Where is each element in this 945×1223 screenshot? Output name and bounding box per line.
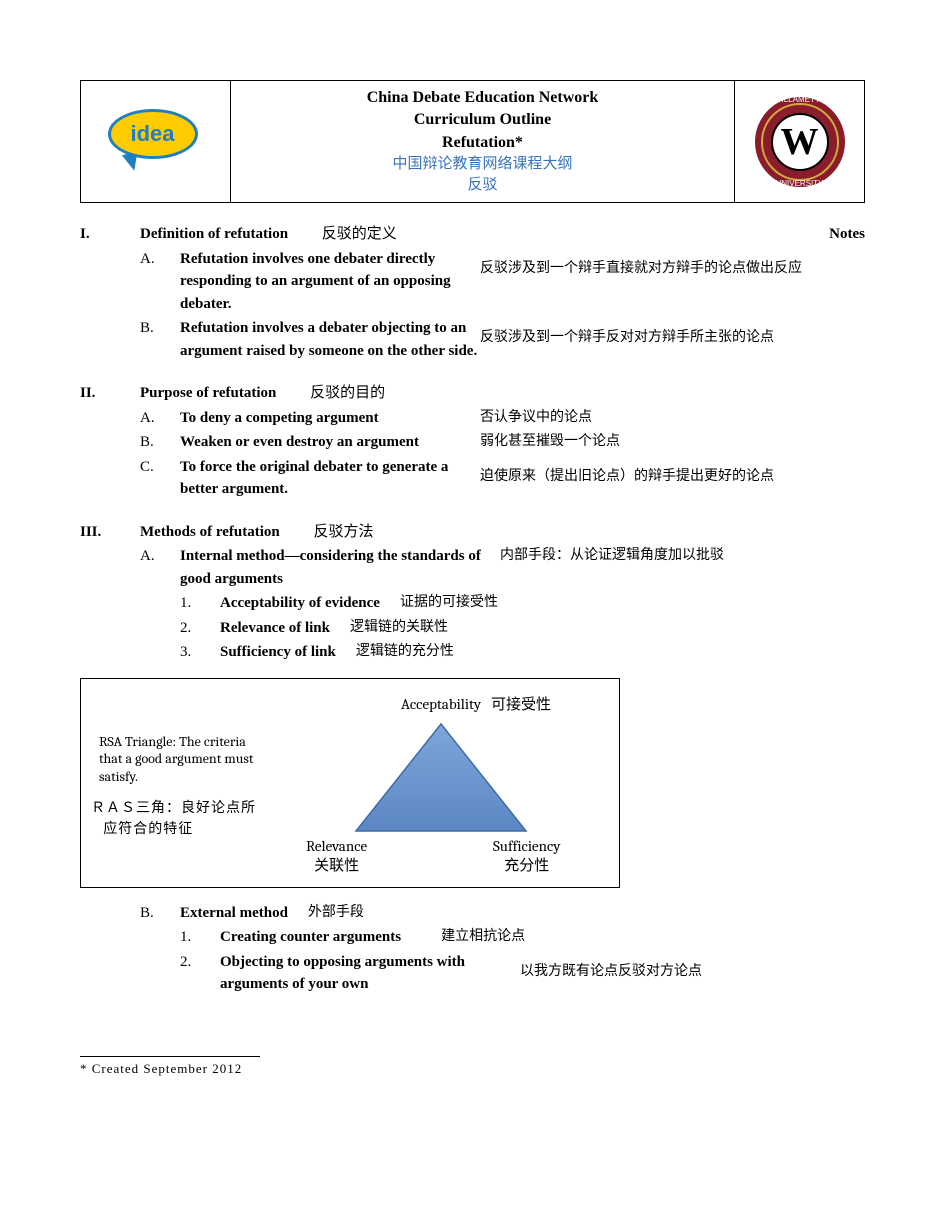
header-title-cn2: 反驳 [241, 175, 724, 196]
triangle-caption-cn: ＲＡＳ三角：良好论点所 应符合的特征 [91, 797, 281, 839]
footnote-text: * Created September 2012 [80, 1061, 865, 1077]
section-3a-en: Internal method—considering the standard… [180, 545, 500, 590]
section-3a1-cn: 证据的可接受性 [400, 592, 498, 613]
section-3b1-cn: 建立相抗论点 [441, 926, 525, 947]
section-2a-cn: 否认争议中的论点 [480, 407, 865, 428]
num-3b2: 2. [180, 951, 220, 974]
triangle-shape [351, 721, 531, 836]
section-3b-sub1: 1. Creating counter arguments 建立相抗论点 [80, 926, 865, 949]
section-3a3-cn: 逻辑链的充分性 [356, 641, 454, 662]
page: idea China Debate Education Network Curr… [0, 0, 945, 1117]
outline-body: I. Definition of refutation 反驳的定义 Notes … [80, 223, 865, 996]
triangle-caption-en: RSA Triangle: The criteria that a good a… [99, 733, 259, 786]
section-3b-en: External method [180, 902, 288, 925]
section-3a2-cn: 逻辑链的关联性 [350, 617, 448, 638]
section-3b2-cn: 以我方既有论点反驳对方论点 [520, 951, 865, 982]
triangle-bl-cn: 关联性 [314, 856, 359, 874]
section-3a2-en: Relevance of link [220, 617, 330, 640]
letter-3a: A. [140, 545, 180, 568]
triangle-top-cn: 可接受性 [491, 695, 551, 713]
idea-logo: idea [96, 107, 216, 177]
triangle-top-en: Acceptability [401, 695, 481, 713]
letter-3b: B. [140, 902, 180, 925]
section-3a-sub3: 3. Sufficiency of link 逻辑链的充分性 [80, 641, 865, 664]
section-1-item-a: A. Refutation involves one debater direc… [80, 248, 865, 316]
section-3b-cn: 外部手段 [308, 902, 364, 923]
section-2-title-cn: 反驳的目的 [310, 385, 385, 401]
header-title-line2: Curriculum Outline [241, 109, 724, 131]
section-1-item-b: B. Refutation involves a debater objecti… [80, 317, 865, 362]
willamette-letter: W [781, 120, 819, 164]
num-3a3: 3. [180, 641, 220, 664]
section-3a3-en: Sufficiency of link [220, 641, 336, 664]
section-2b-cn: 弱化甚至摧毁一个论点 [480, 431, 865, 452]
section-3-title-en: Methods of refutation [140, 524, 280, 540]
section-1-title-cn: 反驳的定义 [322, 226, 397, 242]
rsa-triangle-diagram: Acceptability 可接受性 RSA Triangle: The cri… [80, 678, 620, 888]
header-title-line1: China Debate Education Network [241, 87, 724, 109]
letter-1a: A. [140, 248, 180, 271]
section-2-item-c: C. To force the original debater to gene… [80, 456, 865, 501]
section-1a-cn: 反驳涉及到一个辩手直接就对方辩手的论点做出反应 [480, 248, 865, 279]
willamette-bottom-text: UNIVERSITY [755, 179, 845, 188]
willamette-logo: WILLAMETTE W UNIVERSITY [755, 97, 845, 187]
num-3b1: 1. [180, 926, 220, 949]
section-3a-sub2: 2. Relevance of link 逻辑链的关联性 [80, 617, 865, 640]
letter-1b: B. [140, 317, 180, 340]
header-title-cn1: 中国辩论教育网络课程大纲 [241, 154, 724, 175]
section-1b-en: Refutation involves a debater objecting … [180, 317, 480, 362]
section-3a-sub1: 1. Acceptability of evidence 证据的可接受性 [80, 592, 865, 615]
section-2-heading: II. Purpose of refutation 反驳的目的 [80, 382, 865, 405]
section-1-heading: I. Definition of refutation 反驳的定义 Notes [80, 223, 865, 246]
section-2-item-b: B. Weaken or even destroy an argument 弱化… [80, 431, 865, 454]
triangle-br-label: Sufficiency 充分性 [493, 837, 561, 876]
section-2-item-a: A. To deny a competing argument 否认争议中的论点 [80, 407, 865, 430]
letter-2c: C. [140, 456, 180, 479]
section-1-title-en: Definition of refutation [140, 226, 288, 242]
section-3-heading: III. Methods of refutation 反驳方法 [80, 521, 865, 544]
footnote-rule [80, 1056, 260, 1057]
section-3a-cn: 内部手段：从论证逻辑角度加以批驳 [500, 545, 865, 566]
section-1b-cn: 反驳涉及到一个辩手反对对方辩手所主张的论点 [480, 317, 865, 348]
section-3-item-b: B. External method 外部手段 [80, 902, 865, 925]
triangle-top-label: Acceptability 可接受性 [401, 693, 551, 716]
triangle-br-cn: 充分性 [504, 856, 549, 874]
roman-3: III. [80, 521, 140, 544]
roman-2: II. [80, 382, 140, 405]
section-3b1-en: Creating counter arguments [220, 926, 401, 949]
letter-2b: B. [140, 431, 180, 454]
header-banner: idea China Debate Education Network Curr… [80, 80, 865, 203]
section-2b-en: Weaken or even destroy an argument [180, 431, 480, 454]
triangle-bl-en: Relevance [306, 837, 367, 855]
notes-header: Notes [829, 223, 865, 246]
section-2c-cn: 迫使原来（提出旧论点）的辩手提出更好的论点 [480, 456, 865, 487]
section-2a-en: To deny a competing argument [180, 407, 480, 430]
section-1a-en: Refutation involves one debater directly… [180, 248, 480, 316]
num-3a1: 1. [180, 592, 220, 615]
section-2c-en: To force the original debater to generat… [180, 456, 480, 501]
section-3a1-en: Acceptability of evidence [220, 592, 380, 615]
triangle-bl-label: Relevance 关联性 [306, 837, 367, 876]
section-3-title-cn: 反驳方法 [313, 524, 373, 540]
section-3b2-en: Objecting to opposing arguments with arg… [220, 951, 520, 996]
section-2-title-en: Purpose of refutation [140, 385, 276, 401]
triangle-br-en: Sufficiency [493, 837, 561, 855]
idea-logo-text: idea [130, 121, 174, 147]
section-3-item-a: A. Internal method—considering the stand… [80, 545, 865, 590]
roman-1: I. [80, 223, 140, 246]
header-title: China Debate Education Network Curriculu… [241, 87, 724, 196]
header-title-line3: Refutation* [241, 132, 724, 154]
num-3a2: 2. [180, 617, 220, 640]
section-3b-sub2: 2. Objecting to opposing arguments with … [80, 951, 865, 996]
letter-2a: A. [140, 407, 180, 430]
